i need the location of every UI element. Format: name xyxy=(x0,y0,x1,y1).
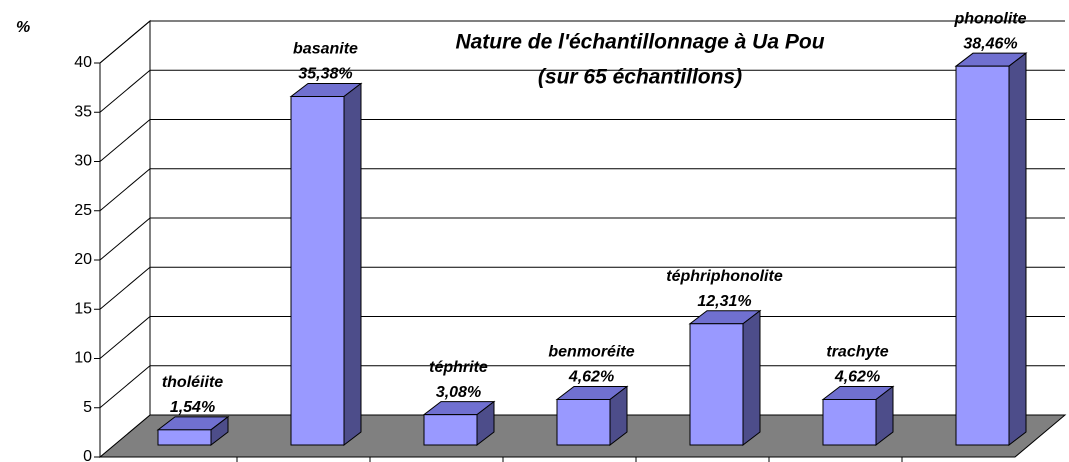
bar xyxy=(955,65,1010,446)
y-axis-label: % xyxy=(16,19,30,36)
category-label: trachyte xyxy=(826,344,888,361)
y-tick-label: 15 xyxy=(74,300,92,317)
y-tick-label: 25 xyxy=(74,202,92,219)
y-tick-label: 35 xyxy=(74,103,92,120)
category-label: basanite xyxy=(293,41,358,58)
chart-subtitle: (sur 65 échantillons) xyxy=(538,66,742,89)
category-label: téphrite xyxy=(429,359,488,376)
bar-side xyxy=(742,309,761,447)
category-label: téphriphonolite xyxy=(666,268,783,285)
y-tick-label: 10 xyxy=(74,350,92,367)
grid-line xyxy=(99,168,1065,212)
bar xyxy=(423,414,478,446)
value-label: 35,38% xyxy=(298,66,352,83)
category-label: benmoréite xyxy=(548,344,634,361)
y-tick-label: 0 xyxy=(83,448,92,462)
bar xyxy=(290,96,345,446)
bar xyxy=(822,398,877,446)
value-label: 1,54% xyxy=(170,399,215,416)
y-tick-label: 30 xyxy=(74,153,92,170)
value-label: 3,08% xyxy=(436,384,481,401)
grid-line xyxy=(99,266,1065,310)
grid-line xyxy=(99,20,1065,64)
value-label: 4,62% xyxy=(568,369,614,386)
category-label: phonolite xyxy=(954,10,1027,27)
bar xyxy=(689,323,744,446)
y-tick-label: 40 xyxy=(74,54,92,71)
bar-side xyxy=(343,82,362,447)
value-label: 12,31% xyxy=(697,293,751,310)
y-tick-label: 20 xyxy=(74,251,92,268)
value-label: 4,62% xyxy=(834,369,880,386)
bar-side xyxy=(1008,52,1027,447)
y-tick-label: 5 xyxy=(83,399,92,416)
bar xyxy=(556,398,611,446)
bar xyxy=(157,429,212,446)
grid-line xyxy=(99,217,1065,261)
grid-line xyxy=(99,69,1065,113)
grid-line xyxy=(99,119,1065,162)
chart-title: Nature de l'échantillonnage à Ua Pou xyxy=(455,31,824,54)
category-label: tholéiite xyxy=(162,374,223,391)
value-label: 38,46% xyxy=(963,35,1017,52)
